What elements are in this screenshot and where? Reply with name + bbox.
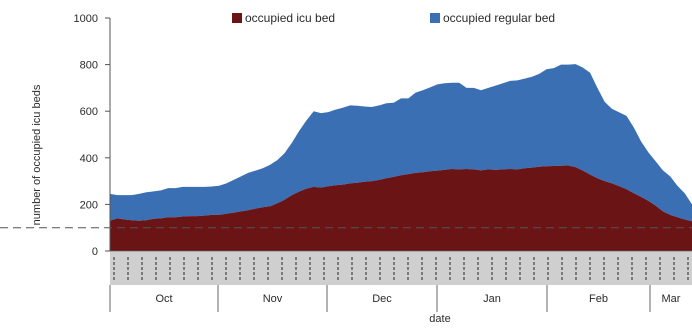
month-label: Dec — [372, 293, 392, 305]
month-label: Feb — [589, 293, 608, 305]
month-label: Jan — [483, 293, 501, 305]
y-tick-label: 600 — [80, 106, 98, 118]
month-label: Nov — [263, 293, 283, 305]
y-tick-label: 1000 — [74, 13, 98, 25]
legend-label: occupied regular bed — [443, 11, 555, 25]
series-icu-bed-area — [110, 165, 692, 251]
date-label-strip — [110, 252, 692, 285]
y-tick-label: 200 — [80, 199, 98, 211]
legend-swatch — [430, 13, 440, 23]
y-tick-label: 400 — [80, 153, 98, 165]
series-regular-bed-area — [110, 64, 692, 222]
y-tick-label: 800 — [80, 60, 98, 72]
legend-label: occupied icu bed — [245, 11, 335, 25]
month-label: Mar — [662, 293, 681, 305]
month-label: Oct — [155, 293, 172, 305]
legend-swatch — [232, 13, 242, 23]
y-tick-label: 0 — [92, 246, 98, 258]
y-axis-title: number of occupied icu beds — [31, 84, 43, 225]
x-axis-title: date — [429, 313, 450, 323]
